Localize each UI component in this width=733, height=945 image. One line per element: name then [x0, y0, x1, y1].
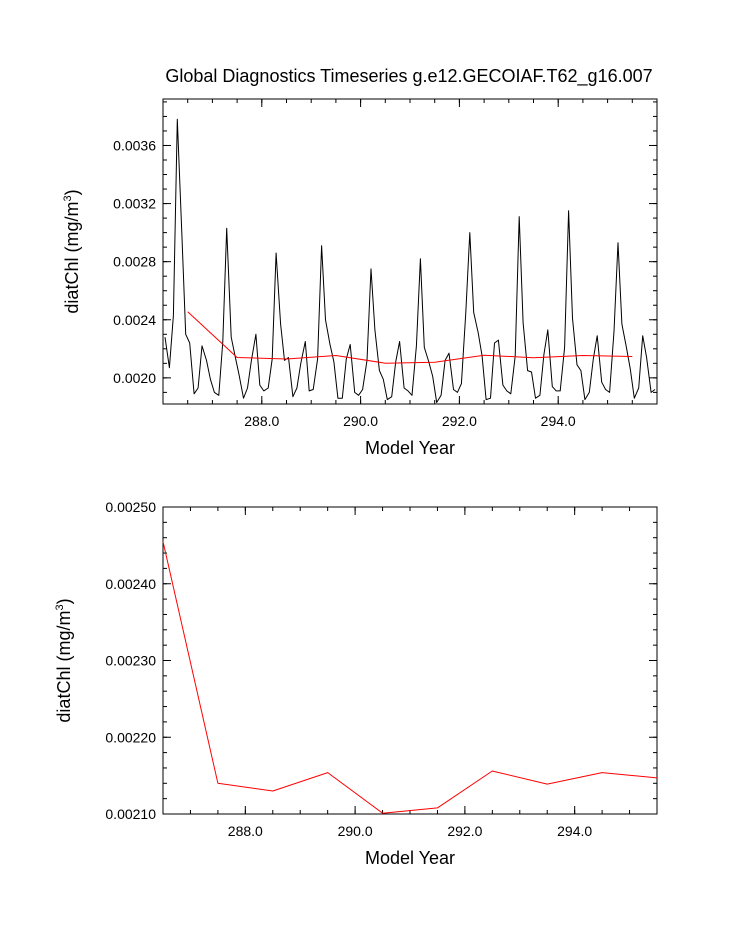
- minor-ticks: [162, 506, 658, 815]
- y-tick-label: 0.0032: [113, 196, 156, 212]
- top-chart: 0.0020 0.0024 0.0028 0.0032 0.0036 288.0 290.0…: [62, 98, 658, 458]
- x-tick-label: 290.0: [343, 413, 378, 429]
- plot-frame: [162, 506, 658, 815]
- y-tick-label: 0.0020: [113, 370, 156, 386]
- bottom-chart: 0.00210 0.00220 0.00230 0.00240 0.00250 288.0…: [54, 499, 658, 868]
- series-line-monthly: [164, 118, 656, 403]
- y-tick-label: 0.00210: [105, 806, 156, 822]
- x-axis-label: Model Year: [365, 848, 455, 868]
- x-tick-label: 288.0: [244, 413, 279, 429]
- series-line-annual-mean: [187, 311, 633, 364]
- series-line-annual-mean: [162, 541, 658, 814]
- y-tick-label: 0.00240: [105, 576, 156, 592]
- figure-title: Global Diagnostics Timeseries g.e12.GECO…: [165, 66, 652, 87]
- plot-frame: [162, 98, 658, 405]
- y-tick-label: 0.0024: [113, 312, 156, 328]
- x-tick-label: 292.0: [442, 413, 477, 429]
- minor-ticks: [162, 99, 658, 404]
- x-axis-label: Model Year: [365, 438, 455, 458]
- y-tick-label: 0.00220: [105, 729, 156, 745]
- y-tick-label: 0.0028: [113, 254, 156, 270]
- x-tick-label: 294.0: [557, 823, 592, 839]
- y-tick-label: 0.00250: [105, 499, 156, 515]
- x-tick-label: 292.0: [447, 823, 482, 839]
- x-tick-label: 290.0: [338, 823, 373, 839]
- y-axis-label: diatChl (mg/m3): [62, 189, 82, 313]
- x-tick-label: 288.0: [228, 823, 263, 839]
- x-tick-label: 294.0: [541, 413, 576, 429]
- y-tick-label: 0.00230: [105, 653, 156, 669]
- y-tick-label: 0.0036: [113, 137, 156, 153]
- y-axis-label: diatChl (mg/m3): [54, 598, 74, 722]
